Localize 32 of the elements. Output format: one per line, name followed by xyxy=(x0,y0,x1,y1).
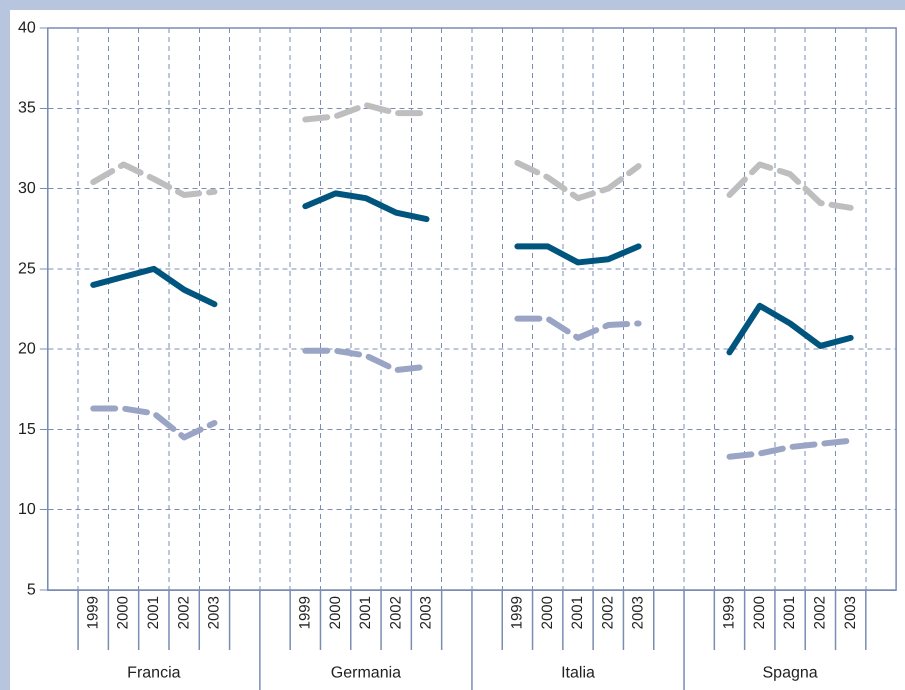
x-tick-label: 2001 xyxy=(357,596,374,630)
x-tick-label: 2000 xyxy=(326,596,344,630)
y-tick-label: 20 xyxy=(18,340,36,358)
x-tick-label: 2001 xyxy=(781,596,798,630)
x-tick-label: 2002 xyxy=(387,596,404,630)
y-tick-label: 15 xyxy=(18,420,36,438)
x-tick-label: 2003 xyxy=(206,596,223,630)
x-tick-label: 1999 xyxy=(720,596,738,630)
y-tick-label: 10 xyxy=(18,501,36,518)
x-tick-label: 2002 xyxy=(175,596,192,630)
y-tick-label: 40 xyxy=(18,19,36,36)
text: Francia xyxy=(127,664,181,682)
y-tick-label: 35 xyxy=(18,100,36,117)
text: Italia xyxy=(561,664,595,682)
y-tick-label: 30 xyxy=(18,180,36,197)
x-tick-label: 2002 xyxy=(812,596,829,630)
x-tick-label: 2002 xyxy=(599,596,616,630)
text: Germania xyxy=(330,664,402,682)
y-tick-label: 25 xyxy=(18,260,36,278)
x-tick-label: 2000 xyxy=(114,596,132,630)
x-tick-label: 2003 xyxy=(418,596,435,630)
y-tick-label: 5 xyxy=(26,581,36,598)
text: Spagna xyxy=(762,664,818,682)
x-tick-label: 1999 xyxy=(296,596,314,630)
x-tick-label: 1999 xyxy=(84,596,102,630)
x-tick-label: 2001 xyxy=(144,596,162,630)
x-tick-label: 2001 xyxy=(569,596,586,630)
x-tick-label: 2000 xyxy=(538,596,556,630)
x-tick-label: 2003 xyxy=(842,596,859,630)
x-tick-label: 1999 xyxy=(508,596,526,630)
x-tick-label: 2003 xyxy=(630,596,647,630)
x-tick-label: 2000 xyxy=(750,596,768,630)
